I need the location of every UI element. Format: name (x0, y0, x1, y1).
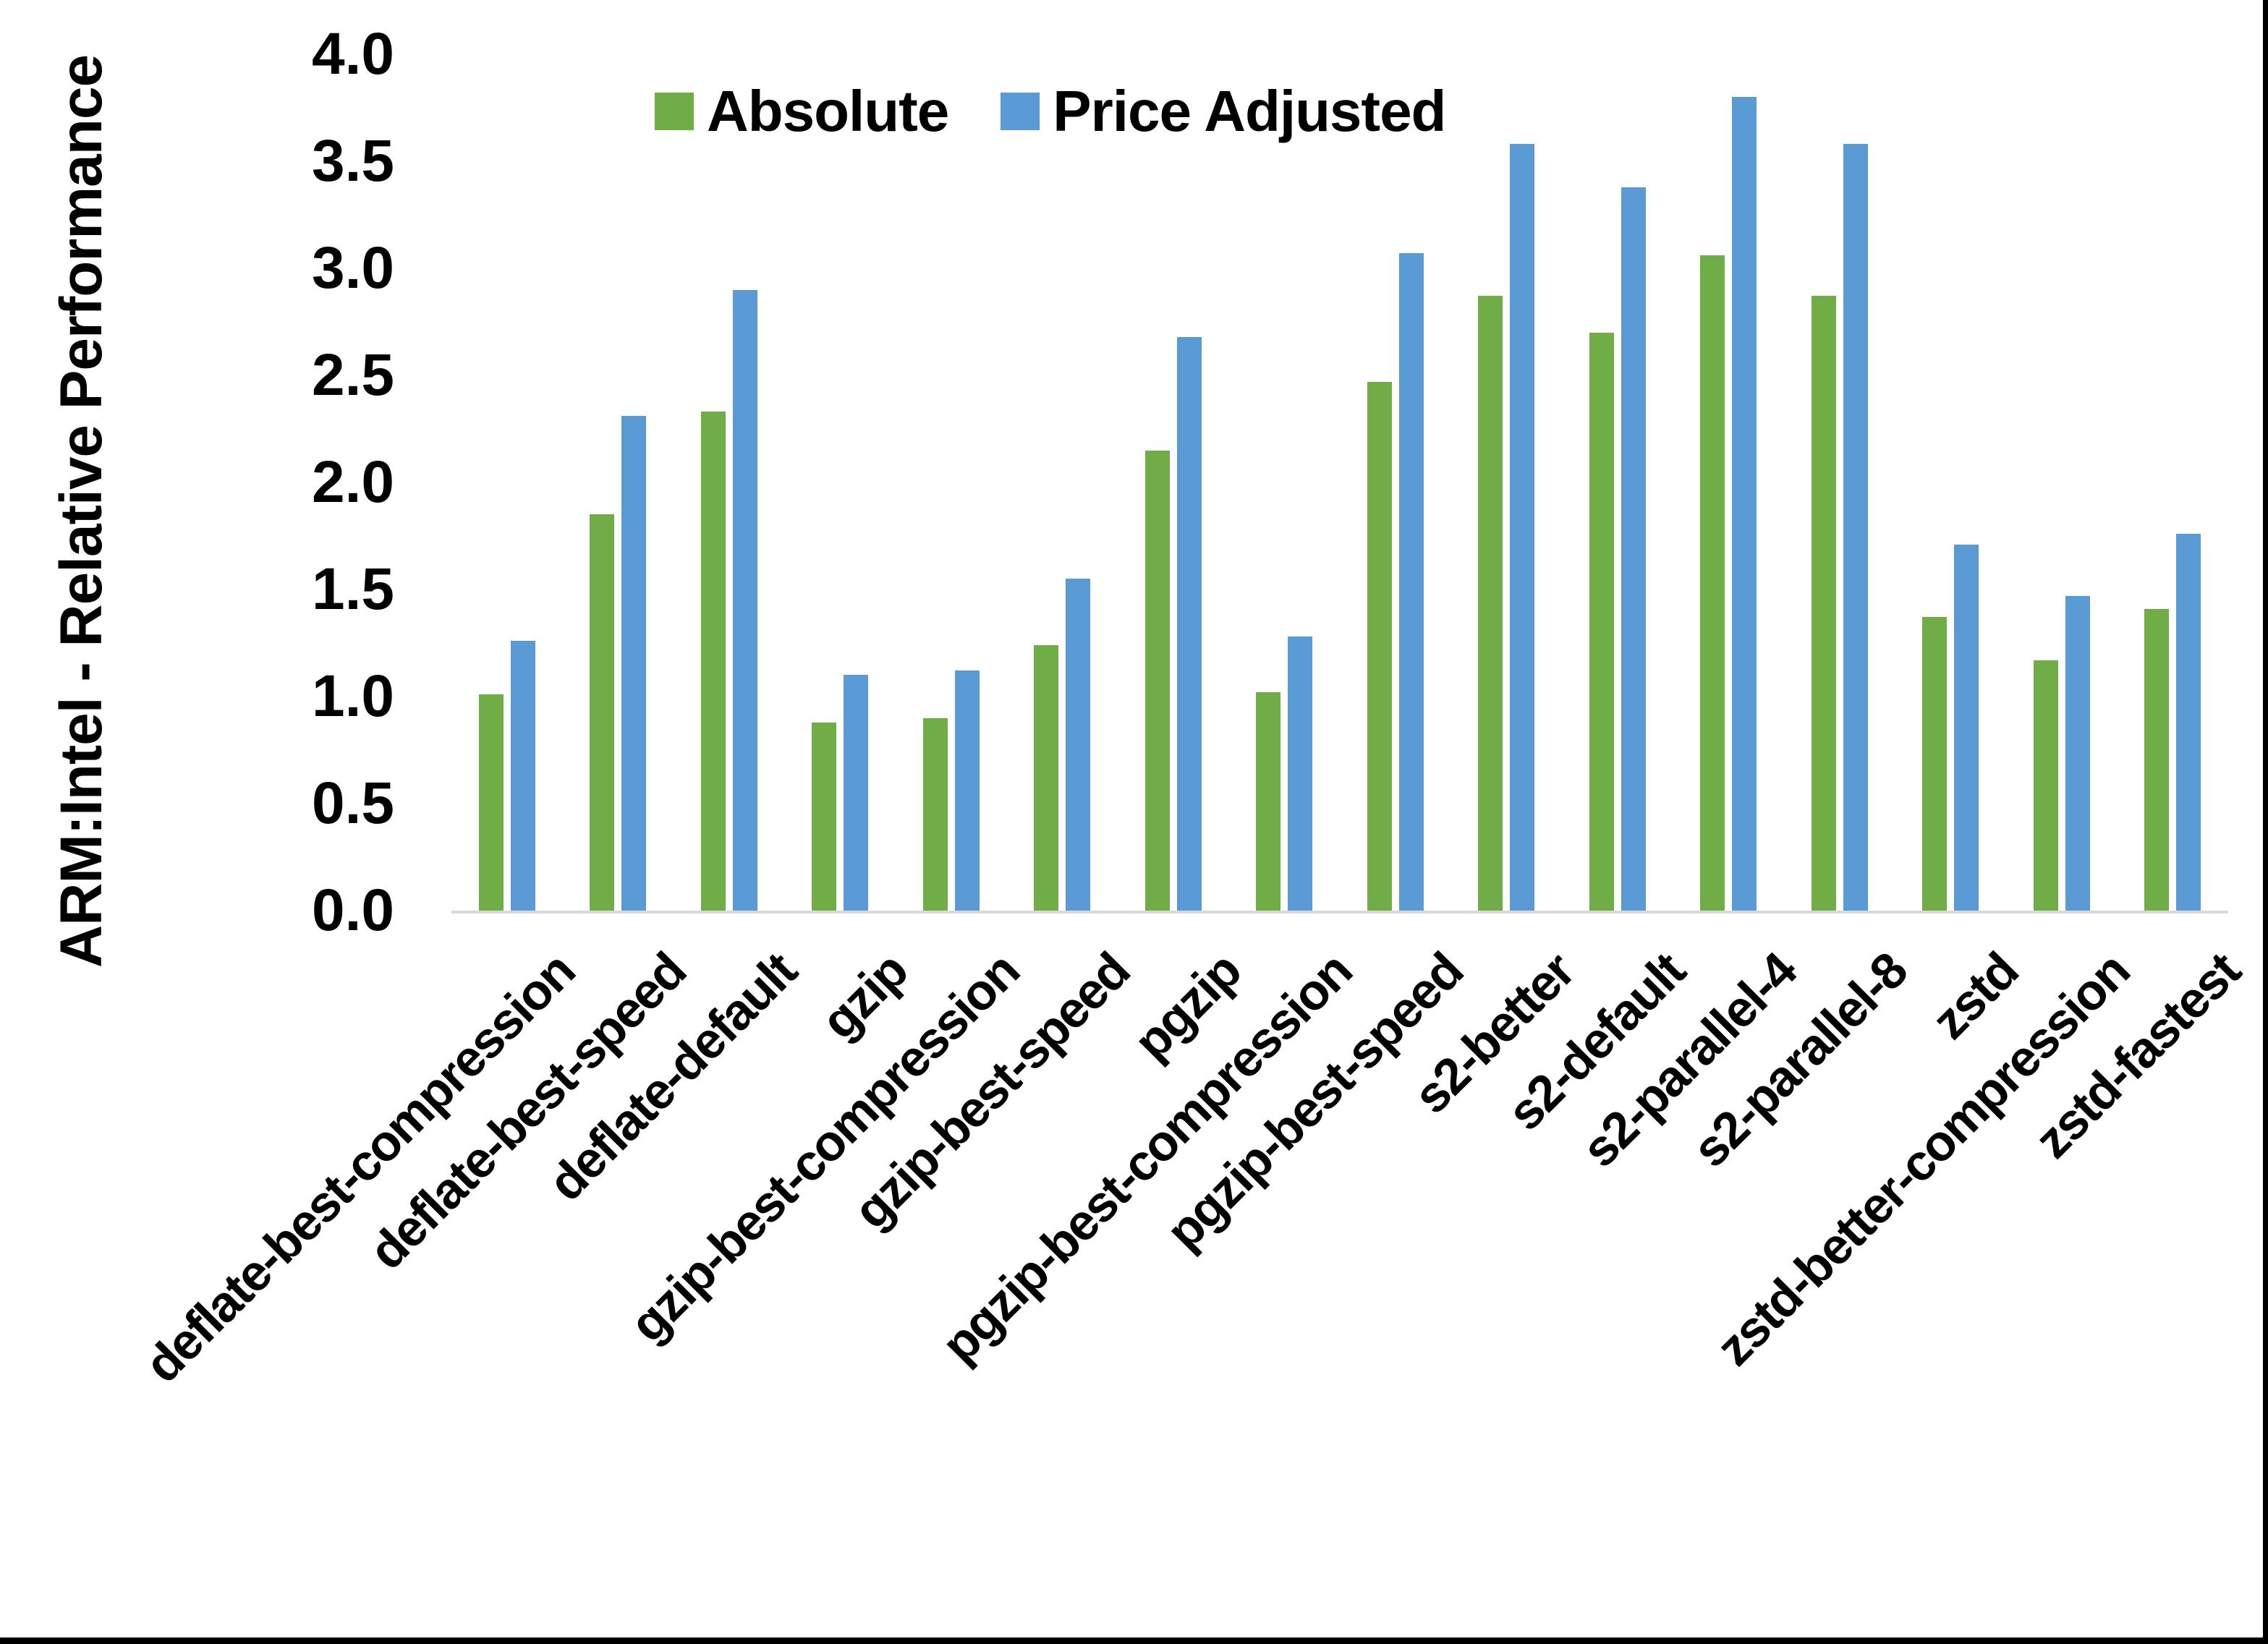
legend-swatch-absolute (655, 93, 694, 130)
bar-absolute-pgzip (1145, 451, 1170, 911)
bar-price-adjusted-s2-default (1621, 187, 1646, 911)
bar-price-adjusted-s2-parallel-8 (1843, 144, 1868, 911)
bar-absolute-s2-parallel-4 (1700, 255, 1725, 911)
bar-absolute-gzip (812, 723, 836, 911)
legend-item-absolute: Absolute (655, 78, 949, 145)
x-axis-line (451, 911, 2228, 913)
bar-price-adjusted-gzip (844, 675, 868, 911)
bar-price-adjusted-s2-better (1510, 144, 1534, 911)
bar-absolute-s2-better (1478, 296, 1503, 911)
bar-absolute-s2-parallel-8 (1812, 296, 1836, 911)
bar-absolute-pgzip-best-speed (1367, 382, 1392, 911)
legend-label-price-adjusted: Price Adjusted (1053, 79, 1446, 143)
y-tick-label: 1.5 (312, 556, 394, 622)
legend-label-absolute: Absolute (707, 79, 949, 143)
bar-absolute-gzip-best-compression (923, 718, 948, 911)
y-tick-label: 0.5 (312, 770, 394, 836)
y-tick-label: 2.0 (312, 449, 394, 515)
y-tick-label: 4.0 (312, 21, 394, 87)
bar-price-adjusted-deflate-best-speed (621, 416, 646, 911)
y-tick-label: 1.0 (312, 663, 394, 729)
bar-price-adjusted-gzip-best-speed (1066, 579, 1090, 911)
screen-edge-bottom (0, 1637, 2268, 1644)
bar-price-adjusted-deflate-best-compression (511, 641, 535, 911)
bar-absolute-deflate-default (701, 412, 726, 911)
bar-absolute-deflate-best-compression (479, 694, 504, 911)
y-tick-label: 0.0 (312, 877, 394, 943)
legend-swatch-price-adjusted (1001, 93, 1040, 130)
bar-price-adjusted-zstd-fastest (2176, 534, 2201, 911)
y-tick-label: 3.0 (312, 235, 394, 301)
y-axis-tick-labels: 0.0 0.5 1.0 1.5 2.0 2.5 3.0 3.5 4.0 (0, 0, 394, 1644)
bar-price-adjusted-pgzip-best-compression (1288, 636, 1312, 911)
bar-absolute-deflate-best-speed (590, 514, 614, 911)
bar-absolute-zstd-fastest (2144, 609, 2169, 911)
bar-price-adjusted-zstd-better-compression (2065, 596, 2090, 911)
bar-absolute-pgzip-best-compression (1256, 692, 1280, 911)
bar-price-adjusted-pgzip-best-speed (1399, 253, 1424, 911)
legend-item-price-adjusted: Price Adjusted (1001, 78, 1446, 145)
y-tick-label: 2.5 (312, 342, 394, 408)
bar-price-adjusted-pgzip (1177, 337, 1202, 911)
legend: Absolute Price Adjusted (655, 78, 1446, 145)
y-tick-label: 3.5 (312, 128, 394, 194)
bar-absolute-zstd-better-compression (2034, 660, 2058, 911)
bar-price-adjusted-deflate-default (733, 290, 757, 911)
bar-price-adjusted-s2-parallel-4 (1732, 97, 1757, 911)
bar-absolute-zstd (1922, 617, 1947, 911)
bar-price-adjusted-gzip-best-compression (955, 670, 980, 911)
bar-price-adjusted-zstd (1954, 545, 1979, 911)
screen-edge-right (2263, 0, 2268, 1644)
bar-absolute-gzip-best-speed (1034, 645, 1058, 911)
bar-absolute-s2-default (1589, 333, 1614, 911)
